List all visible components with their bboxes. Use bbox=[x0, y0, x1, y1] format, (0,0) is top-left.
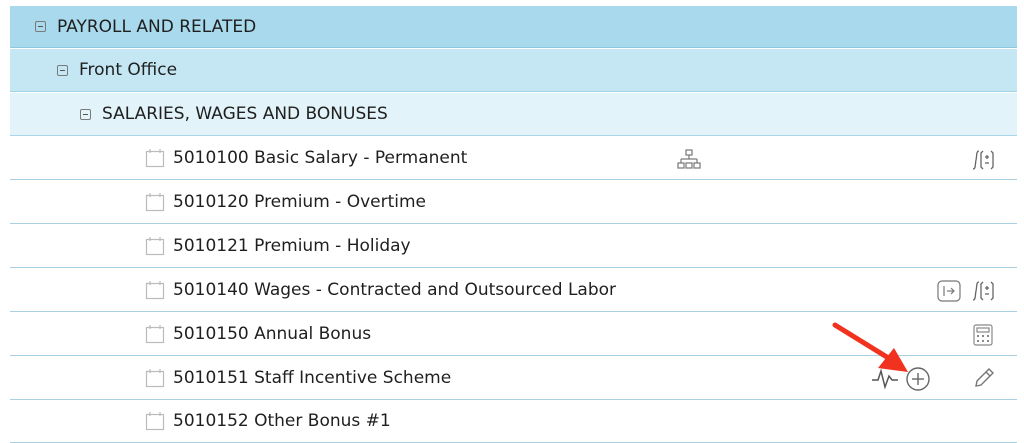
account-label: 5010151 Staff Incentive Scheme bbox=[173, 368, 452, 388]
subgroup-label: Front Office bbox=[79, 60, 178, 80]
calendar-icon bbox=[145, 369, 165, 388]
account-label: 5010120 Premium - Overtime bbox=[173, 192, 426, 212]
account-row[interactable]: 5010151 Staff Incentive Scheme bbox=[10, 357, 1017, 400]
annotation-arrow-icon bbox=[832, 322, 908, 372]
account-label: 5010140 Wages - Contracted and Outsource… bbox=[173, 280, 617, 300]
account-row[interactable]: 5010120 Premium - Overtime bbox=[10, 181, 1017, 224]
account-label: 5010150 Annual Bonus bbox=[173, 324, 372, 344]
formula-icon[interactable] bbox=[970, 279, 998, 303]
calculator-icon[interactable] bbox=[972, 323, 994, 347]
calendar-icon bbox=[145, 193, 165, 212]
account-row[interactable]: 5010152 Other Bonus #1 bbox=[10, 400, 1017, 443]
collapse-icon[interactable] bbox=[57, 64, 68, 76]
hierarchy-icon[interactable] bbox=[675, 148, 703, 174]
formula-icon[interactable] bbox=[970, 148, 998, 172]
collapse-icon[interactable] bbox=[35, 21, 46, 32]
tree-group-row[interactable]: PAYROLL AND RELATED bbox=[10, 6, 1017, 48]
calendar-icon bbox=[145, 149, 165, 168]
trend-icon[interactable] bbox=[870, 366, 900, 390]
group-label: PAYROLL AND RELATED bbox=[57, 16, 257, 37]
calendar-icon bbox=[145, 237, 165, 256]
tree-category-row[interactable]: SALARIES, WAGES AND BONUSES bbox=[10, 93, 1017, 136]
collapse-icon[interactable] bbox=[80, 108, 91, 120]
account-row[interactable]: 5010100 Basic Salary - Permanent bbox=[10, 137, 1017, 180]
calendar-icon bbox=[145, 281, 165, 300]
account-row[interactable]: 5010121 Premium - Holiday bbox=[10, 225, 1017, 268]
calendar-icon bbox=[145, 412, 165, 431]
add-icon[interactable] bbox=[904, 365, 932, 393]
account-row[interactable]: 5010140 Wages - Contracted and Outsource… bbox=[10, 269, 1017, 312]
link-icon[interactable] bbox=[936, 279, 962, 303]
account-label: 5010152 Other Bonus #1 bbox=[173, 411, 391, 431]
account-label: 5010100 Basic Salary - Permanent bbox=[173, 148, 468, 168]
calendar-icon bbox=[145, 325, 165, 344]
category-label: SALARIES, WAGES AND BONUSES bbox=[102, 104, 388, 124]
tree-subgroup-row[interactable]: Front Office bbox=[10, 49, 1017, 92]
edit-icon[interactable] bbox=[970, 366, 998, 390]
account-label: 5010121 Premium - Holiday bbox=[173, 236, 411, 256]
